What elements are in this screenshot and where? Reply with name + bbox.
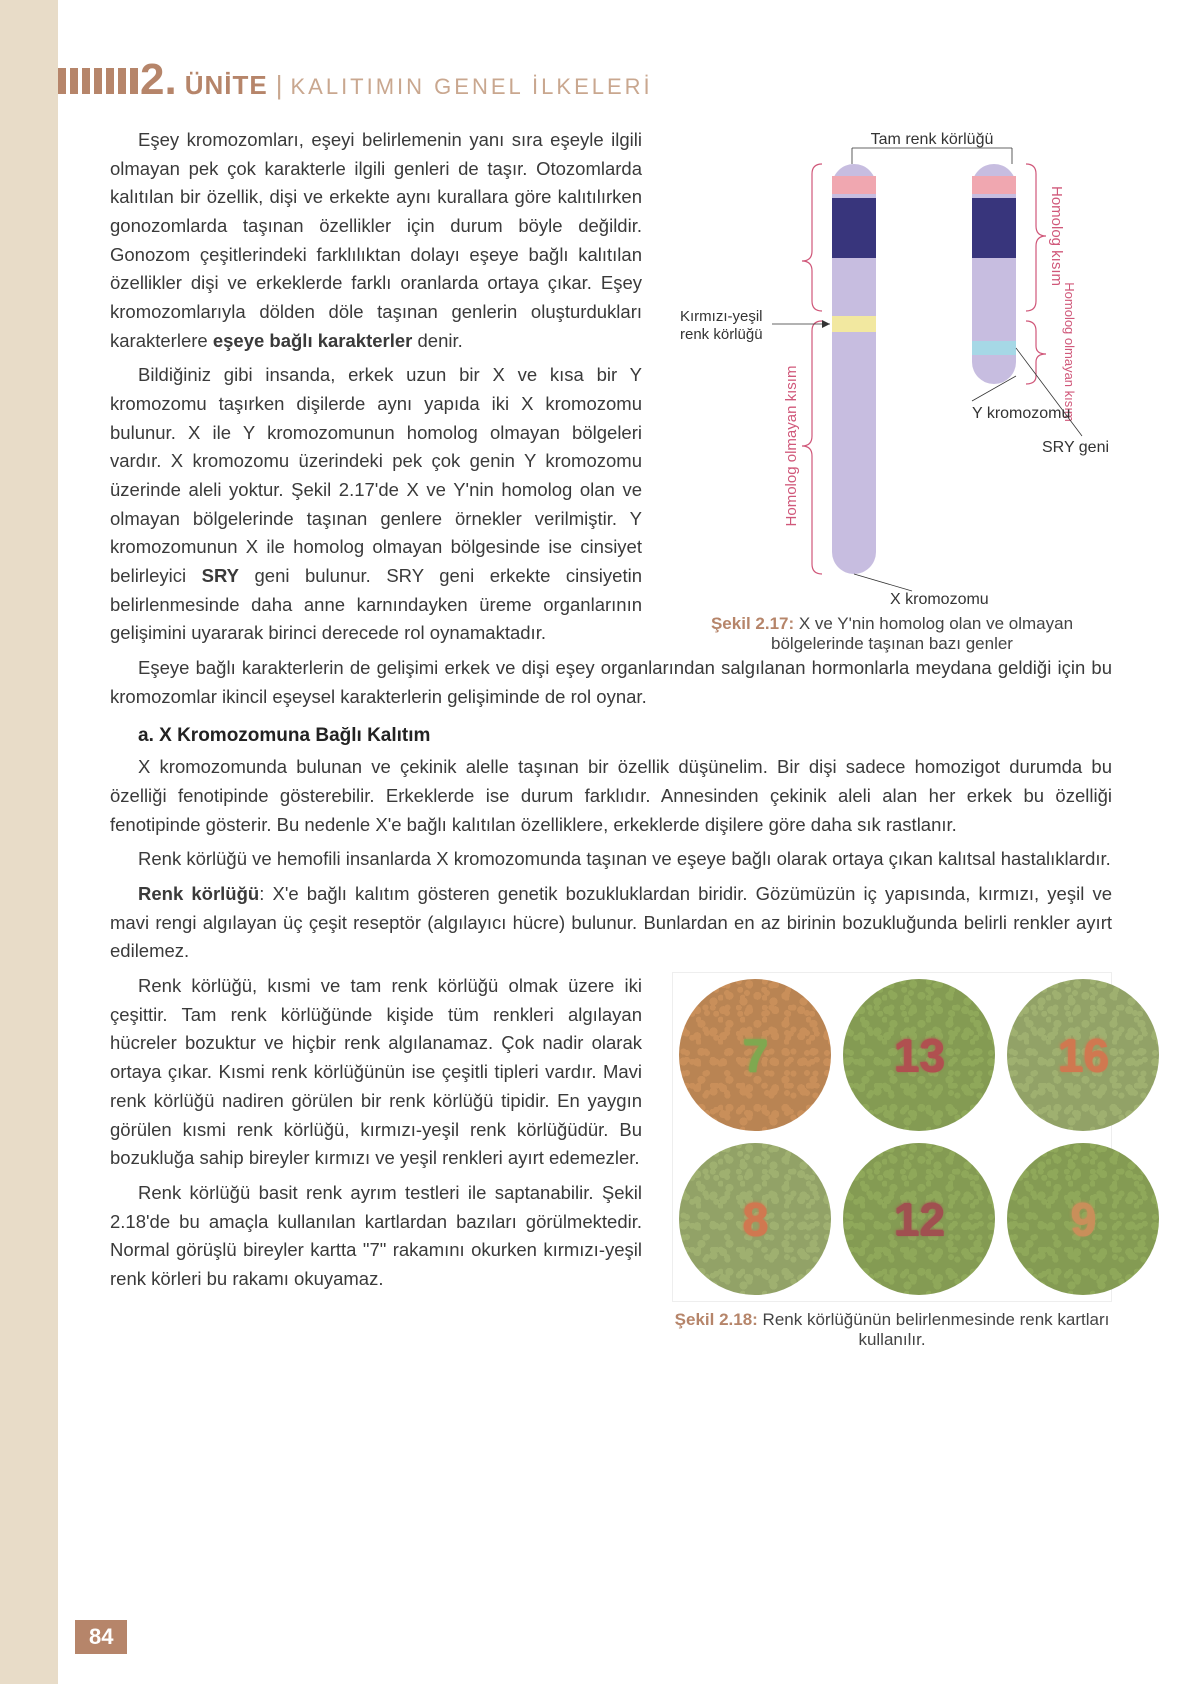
svg-text:Homolog olmayan kısım: Homolog olmayan kısım [783, 366, 800, 527]
svg-text:Homolog olmayan kısım: Homolog olmayan kısım [1062, 282, 1077, 421]
svg-text:Y kromozomu: Y kromozomu [972, 405, 1070, 422]
figure-2-17: Tam renk körlüğü [672, 126, 1112, 606]
unit-word: ÜNİTE [185, 70, 268, 101]
ishihara-plate: 13 [843, 979, 995, 1131]
unit-subtitle: KALITIMIN GENEL İLKELERİ [290, 74, 652, 100]
paragraph-8: Renk körlüğü basit renk ayrım testleri i… [110, 1179, 642, 1294]
unit-number: 2 [140, 55, 162, 105]
ishihara-plate: 16 [1007, 979, 1159, 1131]
unit-header: 2. ÜNİTE | KALITIMIN GENEL İLKELERİ [140, 55, 653, 105]
paragraph-7: Renk körlüğü, kısmi ve tam renk körlüğü … [110, 972, 642, 1173]
ishihara-plate: 12 [843, 1143, 995, 1295]
ishihara-plate: 8 [679, 1143, 831, 1295]
ishihara-plate: 7 [679, 979, 831, 1131]
heading-a: a. X Kromozomuna Bağlı Kalıtım [138, 725, 1112, 747]
paragraph-4: X kromozomunda bulunan ve çekinik alelle… [110, 753, 1112, 839]
paragraph-2: Bildiğiniz gibi insanda, erkek uzun bir … [110, 361, 642, 648]
paragraph-6: Renk körlüğü: X'e bağlı kalıtım gösteren… [110, 880, 1112, 966]
svg-text:X kromozomu: X kromozomu [890, 591, 989, 606]
paragraph-3: Eşeye bağlı karakterlerin de gelişimi er… [110, 654, 1112, 711]
figure-2-17-caption: Şekil 2.17: X ve Y'nin homolog olan ve o… [672, 614, 1112, 654]
paragraph-5: Renk körlüğü ve hemofili insanlarda X kr… [110, 845, 1112, 874]
svg-text:SRY geni: SRY geni [1042, 439, 1109, 456]
header-stripes [58, 68, 138, 94]
svg-text:Tam renk körlüğü: Tam renk körlüğü [871, 131, 994, 148]
svg-text:Homolog kısım: Homolog kısım [1048, 186, 1065, 286]
svg-text:renk körlüğü: renk körlüğü [680, 326, 763, 343]
ishihara-plate: 9 [1007, 1143, 1159, 1295]
figure-2-18-caption: Şekil 2.18: Renk körlüğünün belirlenmesi… [672, 1310, 1112, 1350]
figure-2-18: 713168129 [672, 972, 1112, 1302]
svg-text:Kırmızı-yeşil: Kırmızı-yeşil [680, 308, 763, 325]
page-number: 84 [75, 1620, 127, 1654]
paragraph-1: Eşey kromozomları, eşeyi belirlemenin ya… [110, 126, 642, 355]
